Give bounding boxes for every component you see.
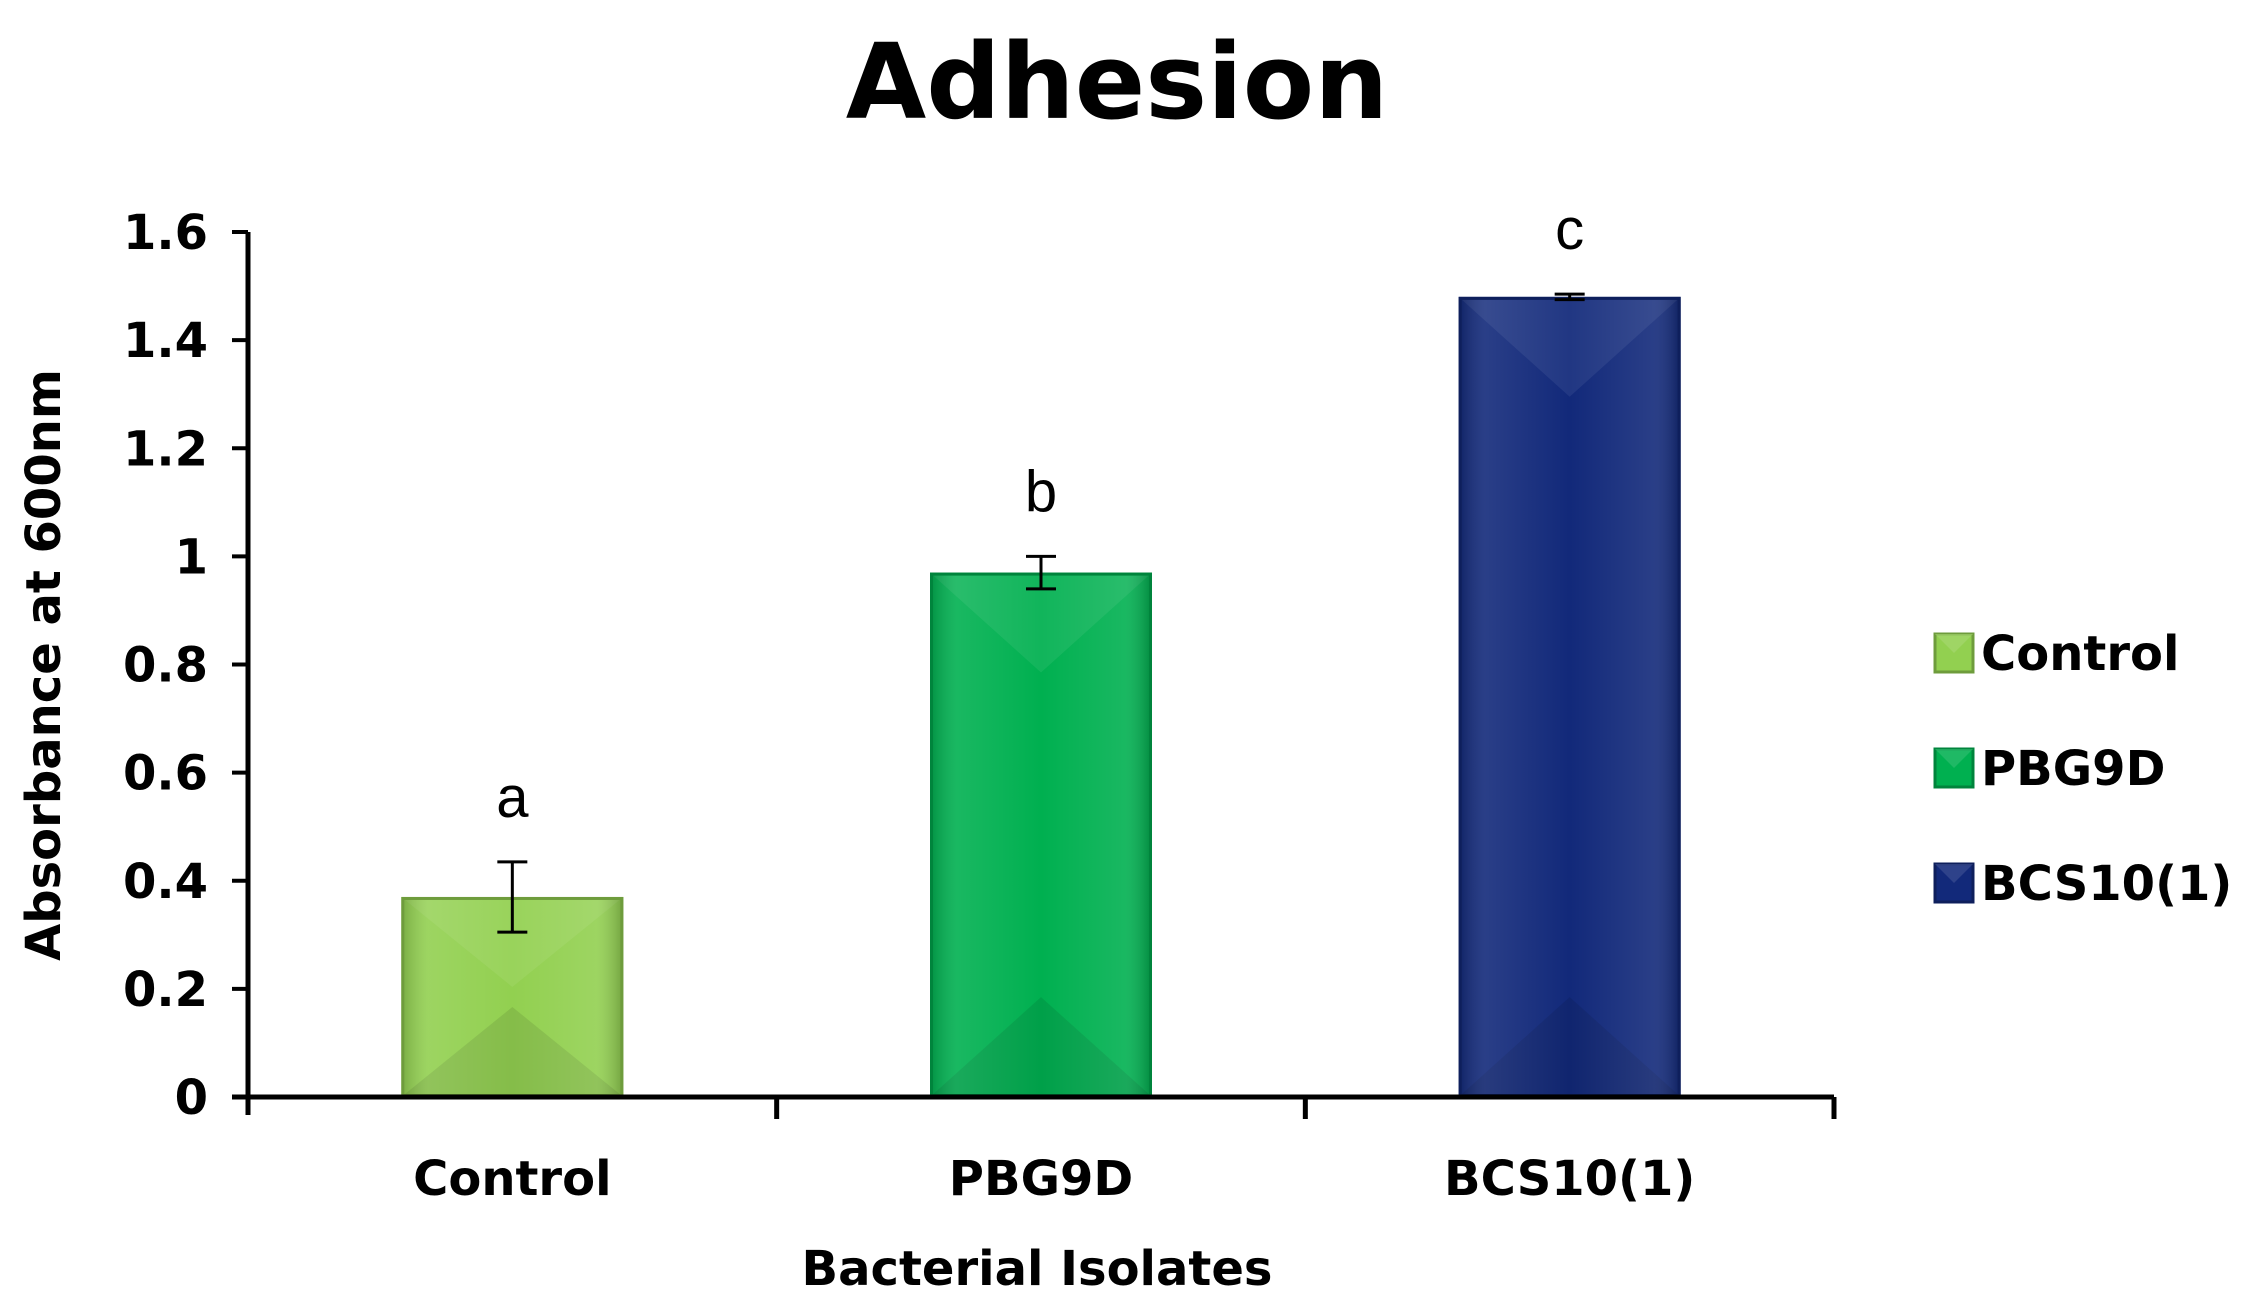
- error-bar: [497, 860, 528, 934]
- bar-pbg9d: [930, 572, 1152, 1097]
- y-tick-label: 0.8: [123, 638, 208, 694]
- chart-title: Adhesion: [846, 21, 1389, 143]
- axes: [232, 232, 1837, 1119]
- y-tick-label: 0.2: [123, 962, 208, 1018]
- legend-item: Control: [1933, 626, 2179, 682]
- legend: Control PBG9D BCS10(1): [1933, 626, 2232, 912]
- y-axis-ticks: 0 0.2 0.4 0.6 0.8 1 1.2 1.4 1.6: [123, 205, 248, 1126]
- x-category-label: BCS10(1): [1444, 1151, 1695, 1207]
- y-axis-title: Absorbance at 600nm: [16, 369, 72, 961]
- y-tick-label: 1.4: [123, 313, 208, 369]
- significance-label: a: [496, 765, 529, 830]
- legend-item: BCS10(1): [1933, 856, 2232, 912]
- bars: a Control b PBG9D c BCS10(1): [401, 197, 1695, 1207]
- legend-item: PBG9D: [1933, 741, 2165, 797]
- y-tick-label: 0.4: [123, 854, 208, 910]
- y-tick-label: 0.6: [123, 746, 208, 802]
- significance-label: c: [1555, 197, 1584, 262]
- y-tick-label: 1.2: [123, 421, 208, 477]
- error-bar: [1026, 554, 1056, 591]
- bar-shading: [1458, 296, 1681, 1097]
- y-tick-label: 1.6: [123, 205, 208, 261]
- significance-label: b: [1025, 459, 1057, 524]
- x-category-label: PBG9D: [949, 1151, 1133, 1207]
- legend-label: BCS10(1): [1981, 856, 2232, 912]
- y-tick-label: 1: [175, 529, 208, 585]
- error-bar: [1554, 292, 1585, 302]
- bar-shading: [930, 572, 1152, 1097]
- legend-label: Control: [1981, 626, 2179, 682]
- legend-label: PBG9D: [1981, 741, 2165, 797]
- y-tick-label: 0: [175, 1070, 208, 1126]
- bar-bcs10-1-: [1458, 296, 1681, 1097]
- x-category-label: Control: [413, 1151, 611, 1207]
- x-axis-title: Bacterial Isolates: [802, 1241, 1273, 1297]
